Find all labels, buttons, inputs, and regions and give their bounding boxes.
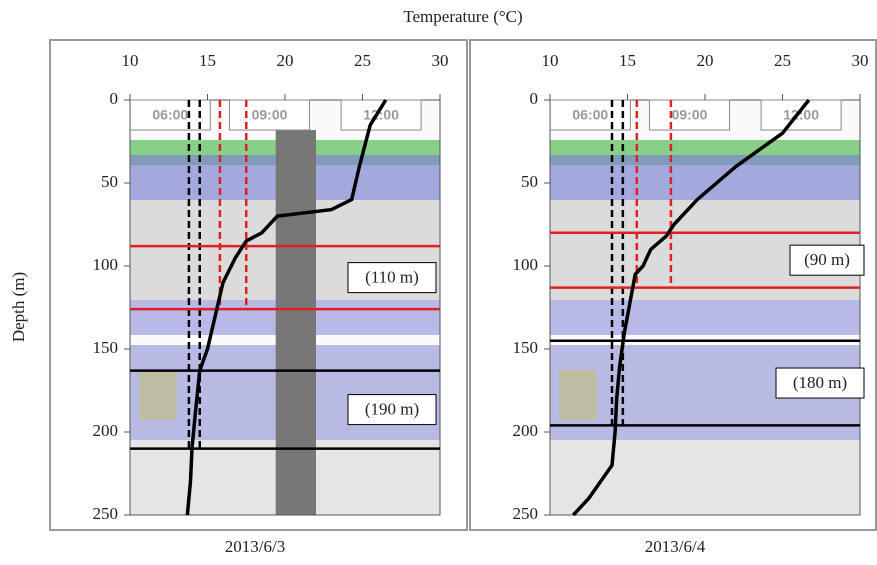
- time-box: [549, 99, 631, 131]
- x-axis-title: Temperature (°C): [403, 7, 522, 26]
- time-label: 06:00: [572, 107, 608, 123]
- y-tick-label: 200: [513, 421, 539, 440]
- y-tick-label: 50: [101, 172, 118, 191]
- echogram: [559, 370, 597, 420]
- echogram: [139, 370, 177, 420]
- time-label: 09:00: [252, 107, 288, 123]
- temperature-profile: [185, 99, 388, 516]
- time-box: [229, 99, 310, 131]
- time-box: [129, 99, 211, 131]
- temperature-profile: [571, 98, 811, 517]
- y-tick-label: 50: [521, 172, 538, 191]
- time-box: [760, 99, 842, 131]
- annotation: (110 m): [365, 268, 419, 287]
- echogram: [550, 300, 860, 335]
- y-tick-label: 0: [530, 89, 539, 108]
- y-tick-label: 250: [513, 504, 539, 523]
- annotation-box: [789, 244, 865, 276]
- annotation: (190 m): [365, 399, 419, 418]
- x-axis-label: 2013/6/4: [645, 537, 706, 556]
- x-tick-label: 25: [774, 51, 791, 70]
- x-tick-label: 20: [697, 51, 714, 70]
- x-axis-label: 2013/6/3: [225, 537, 285, 556]
- x-tick-label: 30: [852, 51, 869, 70]
- time-label: 09:00: [672, 107, 708, 123]
- y-tick-label: 150: [513, 338, 539, 357]
- y-axis-title: Depth (m): [9, 272, 28, 342]
- y-tick-label: 100: [93, 255, 119, 274]
- annotation-box: [347, 394, 437, 426]
- x-tick-label: 15: [199, 51, 216, 70]
- x-tick-label: 10: [542, 51, 559, 70]
- annotation-box: [347, 262, 437, 294]
- time-box: [649, 99, 730, 131]
- y-tick-label: 100: [513, 255, 539, 274]
- panel-frame: [469, 39, 877, 531]
- x-tick-label: 15: [619, 51, 636, 70]
- annotation: (90 m): [804, 250, 850, 269]
- echogram: [550, 440, 860, 515]
- x-tick-label: 30: [432, 51, 449, 70]
- y-tick-label: 0: [110, 89, 119, 108]
- echogram: [275, 130, 316, 515]
- annotation-box: [775, 367, 865, 399]
- x-tick-label: 10: [122, 51, 139, 70]
- y-tick-label: 200: [93, 421, 119, 440]
- y-tick-label: 150: [93, 338, 119, 357]
- y-tick-label: 250: [93, 504, 119, 523]
- time-label: 06:00: [152, 107, 188, 123]
- panel-frame: [49, 39, 468, 531]
- x-tick-label: 20: [277, 51, 294, 70]
- x-tick-label: 25: [354, 51, 371, 70]
- annotation: (180 m): [793, 373, 847, 392]
